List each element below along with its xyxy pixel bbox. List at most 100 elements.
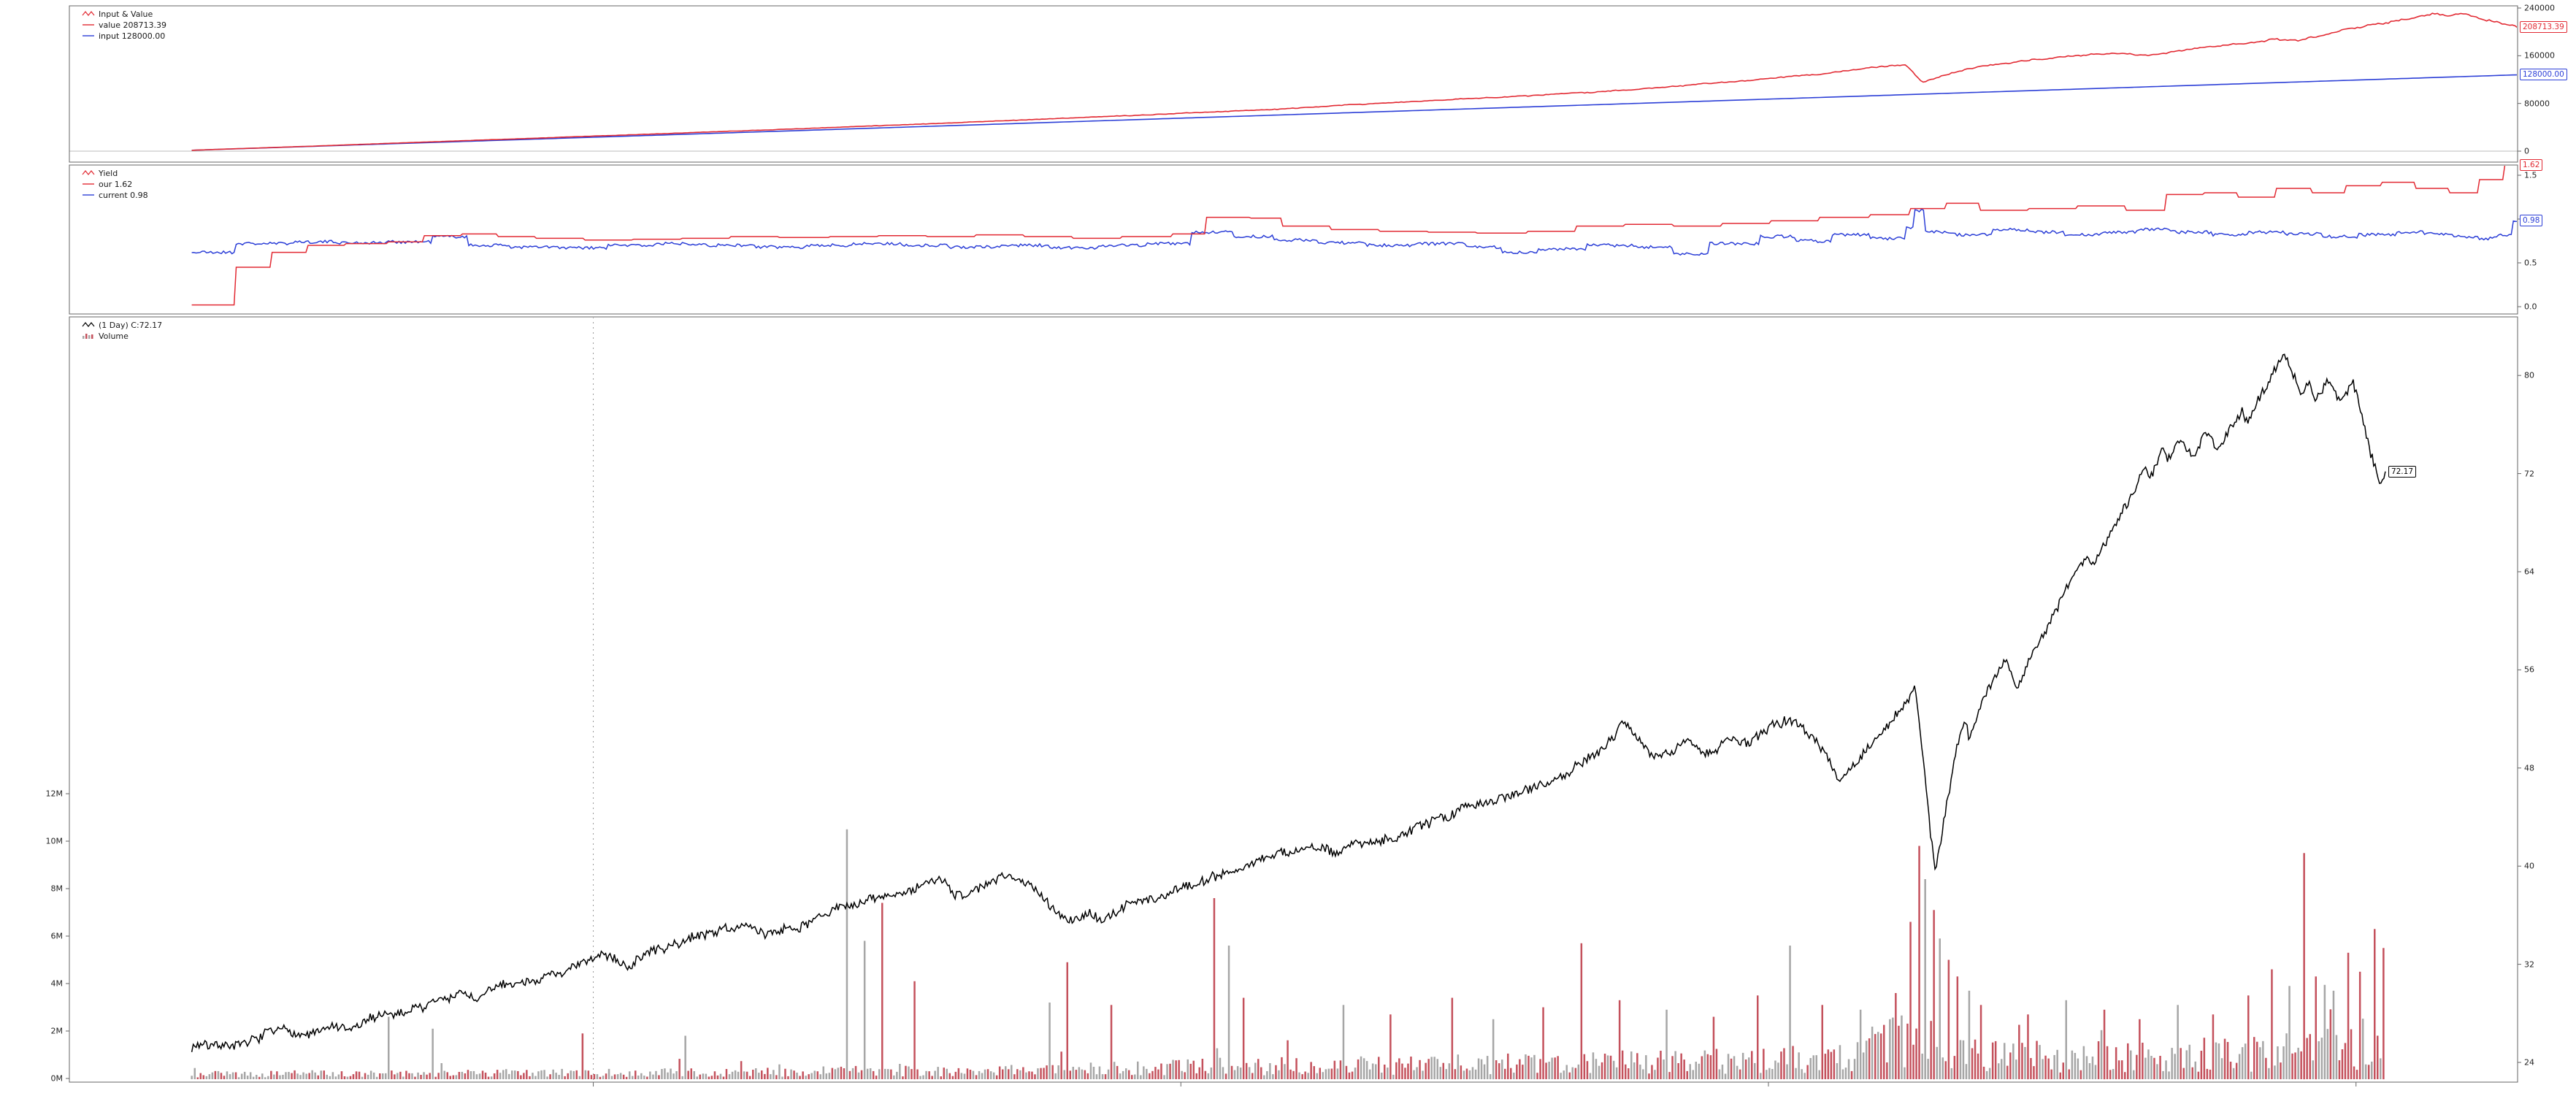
volume-bar (1269, 1063, 1271, 1079)
volume-bar (1192, 1060, 1195, 1079)
volume-bar (1333, 1060, 1336, 1079)
volume-bar (1066, 962, 1068, 1080)
volume-bar (343, 1076, 346, 1079)
volume-bar (1325, 1069, 1327, 1079)
volume-bar (984, 1069, 986, 1079)
volume-bar (1760, 1073, 1762, 1079)
volume-bar (1665, 1009, 1668, 1080)
volume-bar (625, 1076, 628, 1079)
axis-tick-label: 0M (50, 1073, 64, 1084)
volume-bar (1395, 1062, 1398, 1079)
volume-bar (2232, 1068, 2235, 1079)
legend-input-value: Input & Value value 208713.39 input 1280… (82, 9, 166, 42)
volume-bar (1013, 1074, 1016, 1079)
volume-bar (2088, 1063, 2091, 1079)
volume-bar (243, 1071, 246, 1079)
volume-bar (1962, 1040, 1965, 1079)
volume-bar (1539, 1059, 1541, 1079)
volume-bar (484, 1073, 487, 1079)
volume-bar (1354, 1068, 1357, 1079)
volume-bar (1844, 1068, 1847, 1079)
volume-bar (258, 1076, 261, 1079)
volume-bar (2006, 1065, 2009, 1079)
volume-bar (1011, 1065, 1013, 1079)
volume-bar (546, 1076, 548, 1079)
volume-bar (1809, 1058, 1812, 1079)
volume-bar (831, 1068, 834, 1079)
volume-bar (1774, 1060, 1776, 1079)
volume-bar (2106, 1046, 2109, 1079)
volume-bar (2033, 1066, 2035, 1079)
volume-bar (1254, 1062, 1257, 1079)
legend-title: Input & Value (99, 9, 153, 19)
yield-series-marker-icon (82, 168, 95, 179)
volume-bar (1295, 1058, 1297, 1079)
volume-bar (1780, 1051, 1782, 1079)
volume-bar (1287, 1040, 1289, 1079)
volume-bar (632, 1076, 634, 1079)
current-yield-end-tag: 0.98 (2520, 215, 2543, 227)
volume-bar (1630, 1051, 1633, 1079)
volume-bar (1248, 1067, 1251, 1079)
volume-bar (1063, 1070, 1065, 1079)
volume-bar (240, 1073, 243, 1079)
volume-bar (2215, 1042, 2217, 1079)
volume-bar (555, 1073, 557, 1079)
volume-bar (767, 1068, 769, 1079)
volume-bar (1436, 1059, 1438, 1079)
volume-bar (490, 1076, 493, 1079)
volume-bar (1319, 1068, 1321, 1079)
volume-bar (464, 1073, 467, 1079)
volume-bar (1143, 1066, 1145, 1079)
volume-bar (1166, 1064, 1168, 1079)
volume-bar (202, 1075, 204, 1079)
volume-bar (1419, 1059, 1421, 1079)
volume-bar (1005, 1066, 1007, 1079)
volume-bar (505, 1069, 507, 1079)
volume-bar (1557, 1056, 1559, 1079)
volume-bar (458, 1072, 461, 1079)
volume-bar (963, 1073, 966, 1079)
volume-bar (1824, 1054, 1827, 1079)
input-value-panel-plot (191, 12, 2517, 151)
volume-bar (349, 1076, 352, 1079)
volume-bar (369, 1070, 372, 1079)
volume-bar (940, 1076, 942, 1079)
volume-bar (848, 1070, 851, 1079)
volume-bar (229, 1074, 231, 1079)
volume-bar (1134, 1074, 1136, 1079)
volume-bar (1204, 1070, 1207, 1079)
volume-bar (646, 1076, 648, 1079)
volume-bar (1833, 1049, 1836, 1079)
volume-bar (1615, 1067, 1618, 1079)
volume-bar (1260, 1067, 1262, 1079)
volume-bar (417, 1072, 419, 1079)
volume-bar (834, 1069, 837, 1079)
volume-bar (2050, 1069, 2052, 1079)
volume-bar (514, 1070, 516, 1079)
volume-bar (1501, 1059, 1503, 1079)
volume-bar (1078, 1067, 1081, 1079)
volume-bar (1803, 1073, 1806, 1079)
volume-bar (1865, 1041, 1868, 1079)
volume-bar (1507, 1053, 1509, 1079)
volume-bar (1110, 1005, 1113, 1080)
volume-bar (1425, 1062, 1427, 1079)
volume-bar (605, 1073, 607, 1079)
volume-bar (1598, 1065, 1601, 1079)
axis-tick-label: 12M (45, 789, 64, 799)
volume-bar (1043, 1068, 1045, 1079)
volume-bar (364, 1073, 367, 1079)
volume-bar (567, 1073, 569, 1079)
volume-bar (526, 1070, 528, 1079)
volume-bar (502, 1070, 505, 1079)
volume-bar (1378, 1057, 1380, 1079)
volume-bar (408, 1073, 410, 1079)
volume-bar (1586, 1061, 1589, 1079)
volume-bar (2309, 1034, 2311, 1079)
volume-bar (1789, 946, 1791, 1079)
volume-bar (294, 1070, 296, 1079)
volume-bar (1019, 1070, 1021, 1079)
volume-bar (661, 1069, 663, 1079)
volume-bar (1313, 1066, 1315, 1079)
